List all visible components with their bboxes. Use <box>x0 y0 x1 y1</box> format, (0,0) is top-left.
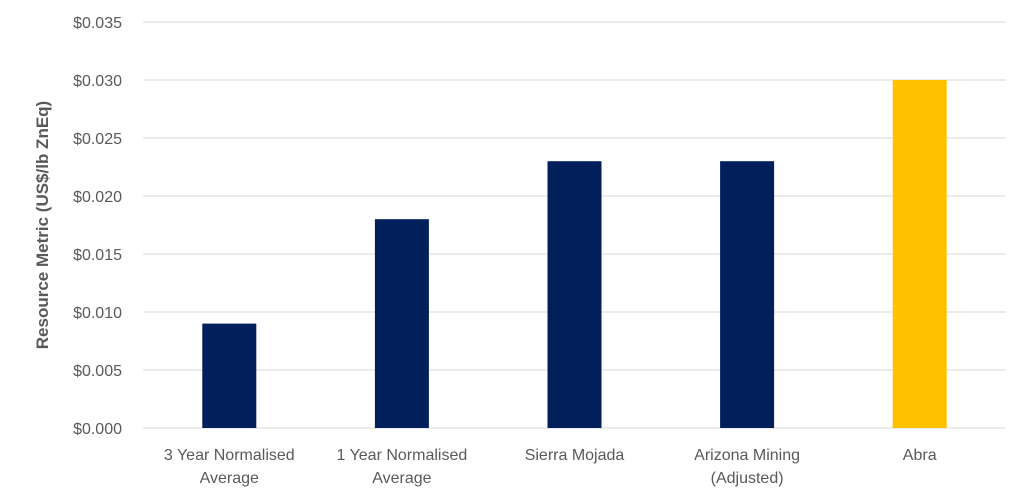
x-tick-label: 3 Year Normalised Average <box>164 447 295 487</box>
y-tick-label: $0.000 <box>73 421 122 438</box>
y-axis-ticks: $0.000 $0.005 $0.010 $0.015 $0.020 $0.025 $0.0… <box>73 15 122 438</box>
x-tick-label: 1 Year Normalised Average <box>337 447 468 487</box>
y-tick-label: $0.010 <box>73 305 122 322</box>
bar <box>202 323 257 428</box>
y-tick-label: $0.005 <box>73 363 122 380</box>
bar <box>892 80 947 428</box>
x-axis-labels: 3 Year Normalised Average 1 Year Normalise… <box>164 447 937 487</box>
x-tick-label: Abra <box>903 447 937 464</box>
y-tick-label: $0.015 <box>73 247 122 264</box>
y-tick-label: $0.025 <box>73 131 122 148</box>
x-tick-label: Arizona Mining (Adjusted) <box>694 447 800 487</box>
bar <box>720 161 775 428</box>
y-tick-label: $0.035 <box>73 15 122 32</box>
x-tick-label: Sierra Mojada <box>525 447 625 464</box>
y-tick-label: $0.020 <box>73 189 122 206</box>
bar <box>547 161 602 428</box>
y-tick-label: $0.030 <box>73 73 122 90</box>
bar <box>374 219 429 428</box>
bars <box>202 80 947 428</box>
y-axis-title: Resource Metric (US$/lb ZnEq) <box>33 101 52 349</box>
